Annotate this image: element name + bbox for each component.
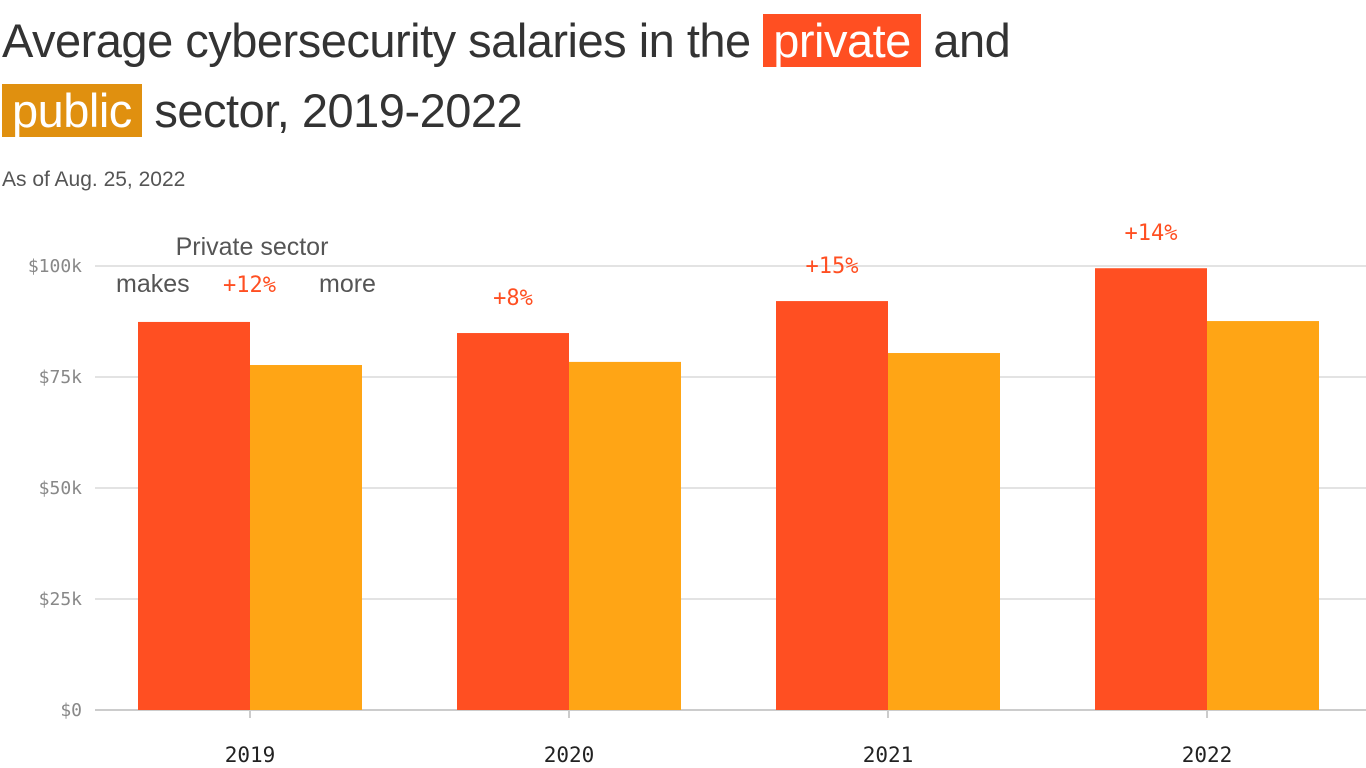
y-tick-label: $75k [39,367,83,388]
bar-public-2019 [250,365,362,710]
bar-private-2020 [457,333,569,710]
x-tick-label: 2019 [225,743,276,767]
y-tick-label: $25k [39,589,83,610]
bar-public-2020 [569,361,681,710]
title-text: Average cybersecurity salaries in the [2,14,751,67]
y-tick-label: $0 [60,700,82,721]
difference-annotation: +8% [493,286,533,311]
note-more: more [319,270,376,298]
subtitle: As of Aug. 25, 2022 [2,168,186,191]
y-tick-label: $100k [28,256,82,277]
x-tick-label: 2021 [863,743,914,767]
bar-private-2022 [1095,268,1207,710]
title-text: sector, 2019-2022 [154,84,523,137]
bar-public-2021 [888,353,1000,710]
y-tick-label: $50k [39,478,83,499]
bar-private-2021 [776,301,888,710]
note-makes: makes [116,270,190,298]
title-text: and [933,14,1011,67]
chart-title: Average cybersecurity salaries in the pr… [2,6,1011,146]
difference-annotation: +15% [806,254,859,279]
difference-annotation: +12% [223,273,276,298]
title-private-highlight: private [763,14,921,67]
difference-annotation: +14% [1125,221,1178,246]
x-tick-label: 2022 [1182,743,1233,767]
note-line1: Private sector [176,233,329,261]
bar-public-2022 [1207,321,1319,710]
title-public-highlight: public [2,84,142,137]
x-tick-label: 2020 [544,743,595,767]
bar-private-2019 [138,321,250,710]
